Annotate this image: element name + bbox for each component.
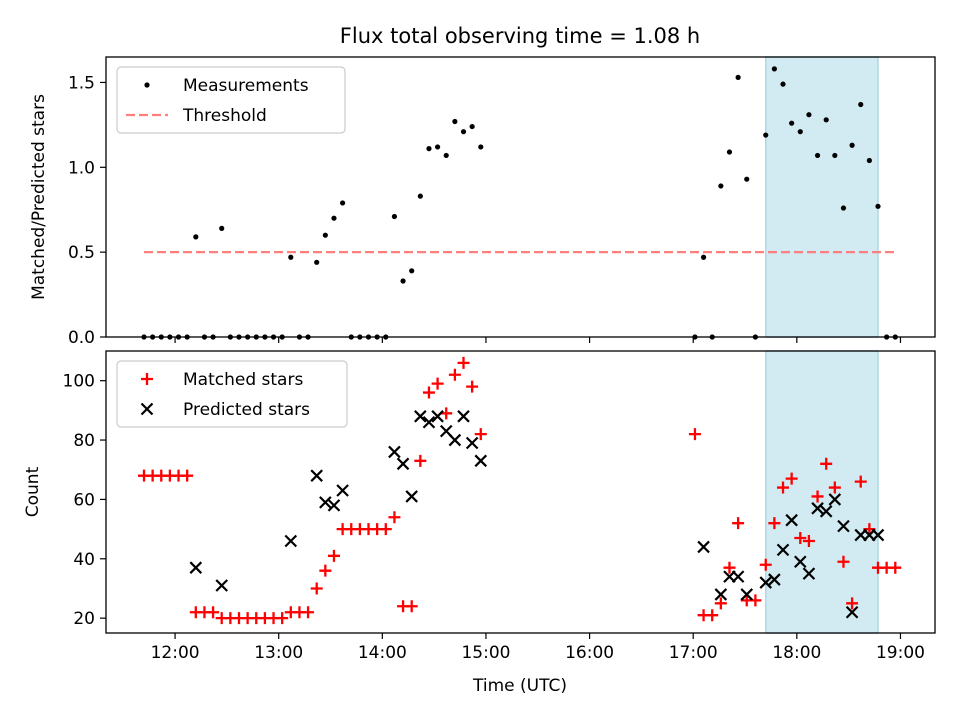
- bottom-x-tick-label: 16:00: [565, 643, 614, 663]
- measurement-point: [727, 149, 732, 154]
- measurement-point: [219, 226, 224, 231]
- measurement-point: [461, 129, 466, 134]
- bottom-y-tick-label: 60: [73, 490, 95, 510]
- measurement-point: [798, 129, 803, 134]
- x-axis-label: Time (UTC): [472, 676, 567, 696]
- measurement-point: [832, 153, 837, 158]
- measurement-point: [340, 200, 345, 205]
- measurement-point: [444, 153, 449, 158]
- measurement-point: [392, 214, 397, 219]
- measurement-point: [744, 177, 749, 182]
- bottom-y-axis-label: Count: [23, 466, 43, 517]
- measurement-point: [789, 121, 794, 126]
- measurement-point: [314, 260, 319, 265]
- measurement-point: [867, 158, 872, 163]
- measurement-point: [815, 153, 820, 158]
- measurement-point: [288, 255, 293, 260]
- bottom-y-tick-label: 80: [73, 431, 95, 451]
- measurement-point: [418, 194, 423, 199]
- measurement-point: [875, 204, 880, 209]
- bottom-legend-label: Matched stars: [183, 370, 303, 390]
- top-legend-label: Threshold: [182, 106, 267, 126]
- bottom-legend: Matched stars Predicted stars: [117, 361, 347, 427]
- bottom-x-tick-label: 13:00: [254, 643, 303, 663]
- top-y-tick-label: 0.5: [68, 243, 95, 263]
- measurement-point: [331, 216, 336, 221]
- measurement-point: [736, 75, 741, 80]
- bottom-y-tick-label: 40: [73, 550, 95, 570]
- measurement-point: [452, 119, 457, 124]
- measurement-point: [470, 124, 475, 129]
- legend-measurements-marker: [144, 82, 149, 87]
- top-shaded-window: [766, 57, 878, 337]
- measurement-point: [323, 233, 328, 238]
- measurement-point: [409, 268, 414, 273]
- bottom-x-tick-label: 12:00: [151, 643, 200, 663]
- measurement-point: [858, 102, 863, 107]
- measurement-point: [718, 183, 723, 188]
- bottom-legend-label: Predicted stars: [183, 400, 310, 420]
- measurement-point: [426, 146, 431, 151]
- measurement-point: [400, 278, 405, 283]
- measurement-point: [806, 112, 811, 117]
- measurement-point: [478, 144, 483, 149]
- measurement-point: [772, 66, 777, 71]
- bottom-x-tick-label: 14:00: [358, 643, 407, 663]
- measurement-point: [824, 117, 829, 122]
- top-y-tick-label: 1.0: [68, 158, 95, 178]
- measurement-point: [850, 143, 855, 148]
- measurement-point: [780, 82, 785, 87]
- measurement-point: [763, 132, 768, 137]
- bottom-y-tick-label: 20: [73, 609, 95, 629]
- bottom-x-tick-label: 17:00: [669, 643, 718, 663]
- measurement-point: [193, 234, 198, 239]
- bottom-x-tick-label: 15:00: [461, 643, 510, 663]
- bottom-x-tick-label: 18:00: [772, 643, 821, 663]
- top-y-tick-label: 0.0: [68, 328, 95, 348]
- top-legend-label: Measurements: [183, 76, 309, 96]
- measurement-point: [841, 205, 846, 210]
- top-y-tick-label: 1.5: [68, 73, 95, 93]
- measurement-point: [435, 144, 440, 149]
- bottom-x-tick-label: 19:00: [876, 643, 925, 663]
- chart-title: Flux total observing time = 1.08 h: [340, 24, 700, 48]
- figure: Flux total observing time = 1.08 h 0.0 0.…: [0, 0, 960, 720]
- measurement-point: [701, 255, 706, 260]
- top-legend: Measurements Threshold: [117, 67, 345, 133]
- bottom-y-tick-label: 100: [63, 372, 95, 392]
- top-y-axis-label: Matched/Predicted stars: [29, 94, 49, 300]
